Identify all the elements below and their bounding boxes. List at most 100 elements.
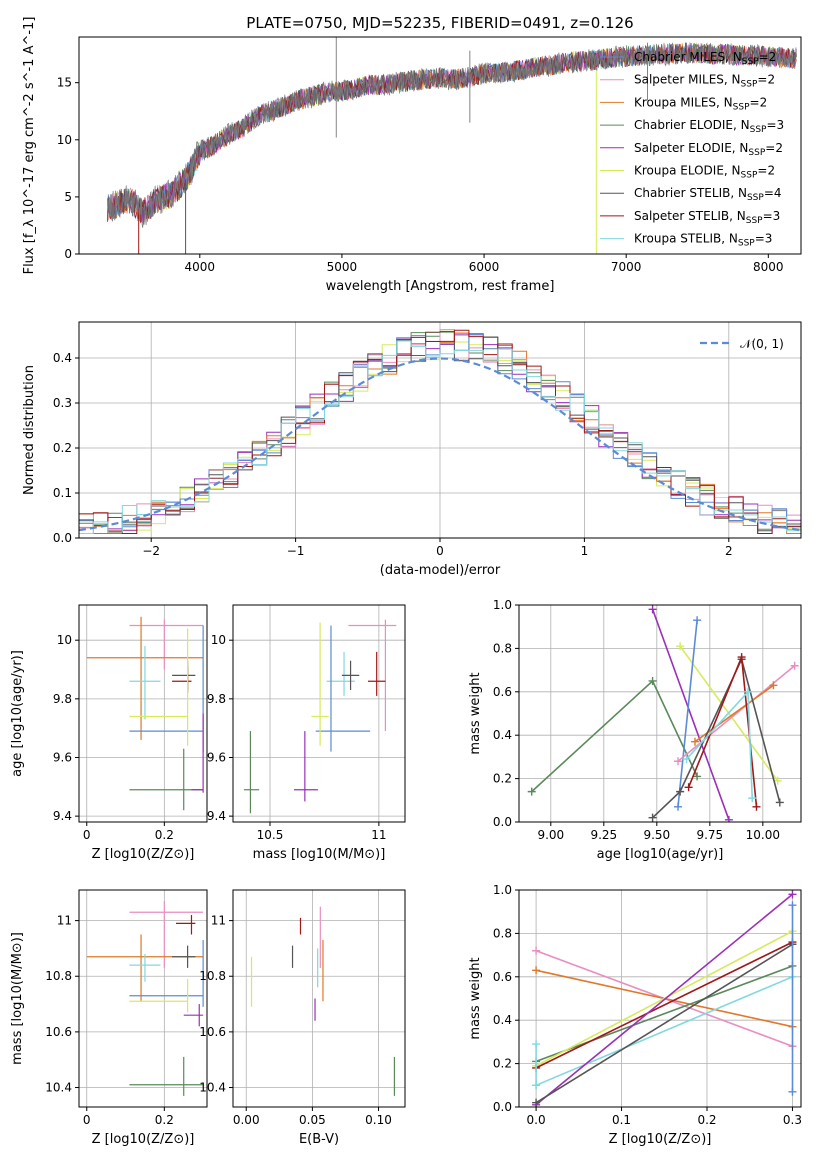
y-axis-label: mass weight xyxy=(468,957,483,1039)
y-tick-label: 0.4 xyxy=(493,728,512,742)
x-tick-label: 0.2 xyxy=(155,1113,174,1127)
panel-mass_vs_Z: 0 0.2 10.4 10.6 10.8 11 Z [log10(Z/Z⊙)] mass [l… xyxy=(10,889,208,1147)
plot-area xyxy=(86,616,204,811)
error-bar xyxy=(175,915,196,935)
x-tick-label: 0.0 xyxy=(527,1113,546,1127)
y-tick-label: 9.6 xyxy=(53,750,72,764)
y-tick-label: 10 xyxy=(57,133,72,147)
plot-area xyxy=(243,619,397,814)
error-bar xyxy=(315,625,371,752)
weight-marker xyxy=(532,1098,541,1107)
plot-area xyxy=(79,329,801,534)
legend-label: Chabrier STELIB, NSSP=4 xyxy=(634,186,782,203)
error-bar xyxy=(311,622,329,746)
y-tick-label: 9.8 xyxy=(53,692,72,706)
weight-marker xyxy=(773,776,782,785)
error-bar xyxy=(243,731,260,814)
x-axis-label: wavelength [Angstrom, rest frame] xyxy=(326,279,555,294)
error-bar xyxy=(129,646,161,720)
panel-age_vs_Z: 0 0.2 9.4 9.6 9.8 10 Z [log10(Z/Z⊙)] age [log10… xyxy=(10,604,208,862)
plot-area xyxy=(527,605,799,822)
panel-mass_vs_EBV: 0.00 0.05 0.10 10.4 10.6 10.8 11 E(B-V) xyxy=(199,889,406,1147)
legend-label: Kroupa ELODIE, NSSP=2 xyxy=(634,164,775,181)
y-axis-label: Normed distribution xyxy=(22,365,37,495)
x-tick-label: 4000 xyxy=(185,260,216,274)
axes-frame xyxy=(78,889,208,1108)
y-tick-label: 0.0 xyxy=(493,1100,512,1114)
x-axis-label: Z [log10(Z/Z⊙)] xyxy=(92,847,195,862)
error-bar xyxy=(367,651,386,696)
panel-residual_histogram: −2 −1 0 1 2 0.0 0.1 0.2 0.3 0.4 (data-model)/error… xyxy=(22,321,802,578)
weight-marker xyxy=(527,787,536,796)
axes-frame xyxy=(518,889,802,1108)
observed-spectrum xyxy=(107,42,797,228)
error-bar xyxy=(129,748,204,811)
axes-frame xyxy=(232,604,406,823)
x-tick-label: 0.3 xyxy=(783,1113,802,1127)
weight-line xyxy=(531,679,698,793)
weight-marker xyxy=(682,755,691,764)
weight-marker xyxy=(775,798,784,807)
weight-line xyxy=(535,941,793,1069)
legend-label: Salpeter STELIB, NSSP=3 xyxy=(634,209,780,226)
error-bar xyxy=(129,953,161,982)
histogram-step xyxy=(79,329,801,534)
plot-area xyxy=(532,890,797,1107)
error-bar xyxy=(293,731,318,802)
x-tick-label: 9.00 xyxy=(537,828,564,842)
y-axis-label: mass [log10(M/M⊙)] xyxy=(10,932,25,1065)
legend-label: Kroupa MILES, NSSP=2 xyxy=(634,95,767,112)
weight-marker xyxy=(674,757,683,766)
y-tick-label: 0.0 xyxy=(53,531,72,545)
weight-marker xyxy=(752,802,761,811)
x-tick-label: 0.00 xyxy=(233,1113,260,1127)
weight-marker xyxy=(743,687,752,696)
error-bar xyxy=(183,1004,204,1027)
y-axis-label: mass weight xyxy=(468,672,483,754)
weight-marker xyxy=(684,783,693,792)
y-tick-label: 0.3 xyxy=(53,396,72,410)
legend-label: Kroupa STELIB, NSSP=3 xyxy=(634,232,772,249)
weight-marker xyxy=(769,681,778,690)
plot-area xyxy=(250,906,396,1096)
legend-label: 𝒩(0, 1) xyxy=(740,337,784,351)
x-tick-label: 6000 xyxy=(469,260,500,274)
y-tick-label: 10.6 xyxy=(45,1025,72,1039)
weight-marker xyxy=(788,901,797,910)
weight-marker xyxy=(788,1087,797,1096)
weight-marker xyxy=(676,642,685,651)
x-axis-label: Z [log10(Z/Z⊙)] xyxy=(609,1132,712,1147)
x-tick-label: 7000 xyxy=(611,260,642,274)
error-bar xyxy=(348,619,397,732)
y-tick-label: 0.0 xyxy=(493,815,512,829)
y-tick-label: 9.4 xyxy=(207,809,226,823)
histogram-step xyxy=(79,329,801,533)
histogram-step xyxy=(79,340,801,534)
error-bar xyxy=(129,1056,204,1096)
legend-label: Chabrier MILES, NSSP=2 xyxy=(634,50,776,67)
y-tick-label: 10.6 xyxy=(199,1025,226,1039)
x-tick-label: 9.75 xyxy=(696,828,723,842)
axes-frame xyxy=(78,36,802,255)
error-bar xyxy=(129,619,204,670)
y-tick-label: 0.2 xyxy=(493,1057,512,1071)
y-axis-label: Flux [f_λ 10^-17 erg cm^-2 s^-1 A^-1] xyxy=(22,17,37,275)
weight-marker xyxy=(648,605,657,614)
panel-massweight_vs_age: 9.00 9.25 9.50 9.75 10.00 0.0 0.2 0.4 0.6 0.8 1.0 a… xyxy=(468,598,802,862)
x-axis-label: E(B-V) xyxy=(299,1132,339,1147)
y-axis-label: age [log10(age/yr)] xyxy=(10,650,25,777)
gaussian-curve xyxy=(79,357,801,532)
weight-marker xyxy=(693,772,702,781)
x-axis-label: mass [log10(M/M⊙)] xyxy=(253,847,386,862)
axes-frame xyxy=(518,604,802,823)
y-tick-label: 9.8 xyxy=(207,692,226,706)
y-tick-label: 9.4 xyxy=(53,809,72,823)
y-tick-label: 0.4 xyxy=(493,1013,512,1027)
x-tick-label: 10.00 xyxy=(746,828,780,842)
weight-marker xyxy=(693,616,702,625)
error-bar xyxy=(341,660,360,691)
y-tick-label: 0.6 xyxy=(493,685,512,699)
weight-line xyxy=(535,893,794,1106)
y-tick-label: 0.2 xyxy=(53,441,72,455)
x-tick-label: 8000 xyxy=(753,260,784,274)
